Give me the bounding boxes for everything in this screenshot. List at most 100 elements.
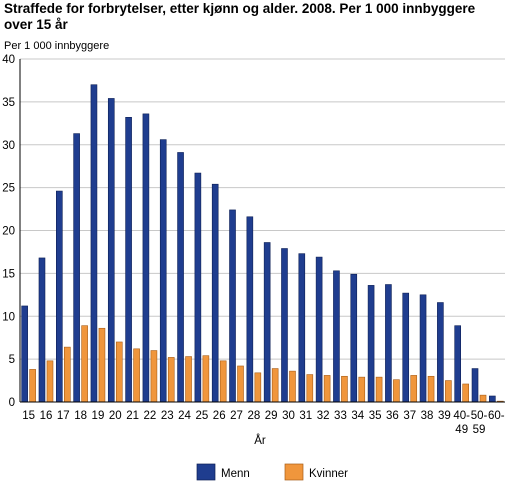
bar-kvinner [254,372,262,403]
x-axis-label: År [254,434,266,447]
bar-kvinner [29,369,36,403]
bar-kvinner [427,375,435,403]
bar-kvinner [185,356,192,403]
y-tick-label: 40 [2,54,15,66]
bar-menn [263,242,271,403]
x-tick-label: 23 [161,410,174,422]
x-tick-label: 16 [40,410,53,422]
bar-menn [142,113,150,403]
bar-kvinner [46,360,54,403]
x-tick-label: 30 [282,410,295,422]
x-axis-ticks: 15 16 17 18 19 20 21 22 23 24 25 26 27 28 29 30 31 32 33 34… [22,410,505,436]
bar-kvinner [219,360,227,403]
bar-menn [38,257,46,403]
bar-kvinner [237,365,244,403]
bar-menn [454,325,461,403]
y-tick-label: 30 [2,140,15,152]
bar-kvinner [445,380,452,403]
x-tick-label: 49 [455,424,468,436]
x-tick-label: 40- [453,410,470,422]
bar-menn [419,294,427,403]
x-tick-label: 19 [92,410,105,422]
x-tick-label: 28 [247,410,260,422]
bar-kvinner [271,368,279,403]
bar-menn [246,216,254,403]
x-tick-label: 20 [109,410,122,422]
bar-kvinner [115,341,123,403]
x-tick-label: 26 [213,410,226,422]
x-tick-label: 31 [299,410,312,422]
x-tick-label: 37 [403,410,416,422]
bar-menn [298,253,306,403]
bar-kvinner [410,375,418,403]
bar-kvinner [98,327,106,403]
bar-menn [211,183,219,403]
bar-kvinner [358,376,366,403]
bar-menn [56,190,63,403]
x-tick-label: 34 [351,410,364,422]
x-tick-label: 25 [195,410,208,422]
x-tick-label: 50- [471,410,488,422]
bar-menn [471,368,479,403]
x-tick-label: 32 [317,410,330,422]
bar-menn [125,117,132,403]
legend-label: Menn [221,468,250,480]
y-axis-ticks: 0 5 10 15 20 25 30 35 40 [2,54,15,409]
x-tick-label: 38 [421,410,434,422]
y-tick-label: 5 [9,354,15,366]
x-tick-label: 21 [126,410,139,422]
bar-kvinner [133,348,140,403]
bar-kvinner [479,394,487,403]
y-tick-label: 25 [2,183,15,195]
bar-menn [73,133,80,403]
bar-kvinner [167,357,175,403]
legend-swatch [196,463,216,481]
bar-menn [402,292,410,403]
bar-menn [350,273,358,403]
legend: Menn Kvinner [196,463,348,481]
x-tick-label: 39 [438,410,451,422]
bar-menn [107,98,115,403]
x-tick-label: 35 [369,410,382,422]
x-tick-label: 27 [230,410,243,422]
x-tick-label: 33 [334,410,347,422]
bar-kvinner [341,375,348,403]
bar-menn [281,248,288,403]
bar-kvinner [64,346,71,403]
y-tick-label: 0 [9,397,15,409]
chart-title: Straffede for forbrytelser, etter kjønn … [4,1,476,32]
bar-kvinner [323,375,331,403]
bar-menn [367,285,375,403]
bar-kvinner [393,379,400,403]
bar-kvinner [81,325,88,403]
bar-menn [333,270,340,403]
x-tick-label: 17 [57,410,70,422]
bar-kvinner [306,374,314,403]
bar-menn [21,305,28,403]
bar-menn [229,209,236,403]
x-tick-label: 59 [473,424,486,436]
x-tick-label: 24 [178,410,191,422]
bar-menn [315,256,323,403]
bar-menn [194,172,202,403]
bar-kvinner [202,355,210,403]
x-tick-label: 60- [488,410,505,422]
bars [21,84,504,403]
bar-kvinner [375,376,383,403]
bar-menn [385,284,392,403]
y-tick-label: 10 [2,311,15,323]
y-tick-label: 15 [2,268,15,280]
bar-menn [159,139,167,403]
bar-kvinner [462,383,469,403]
legend-swatch [284,463,304,481]
x-tick-label: 18 [74,410,87,422]
x-tick-label: 15 [22,410,35,422]
bar-kvinner [150,350,158,403]
x-tick-label: 22 [144,410,157,422]
bar-kvinner [289,370,296,403]
bar-menn [90,84,98,403]
y-tick-label: 35 [2,97,15,109]
bar-menn [489,395,496,403]
bar-menn [177,152,184,403]
